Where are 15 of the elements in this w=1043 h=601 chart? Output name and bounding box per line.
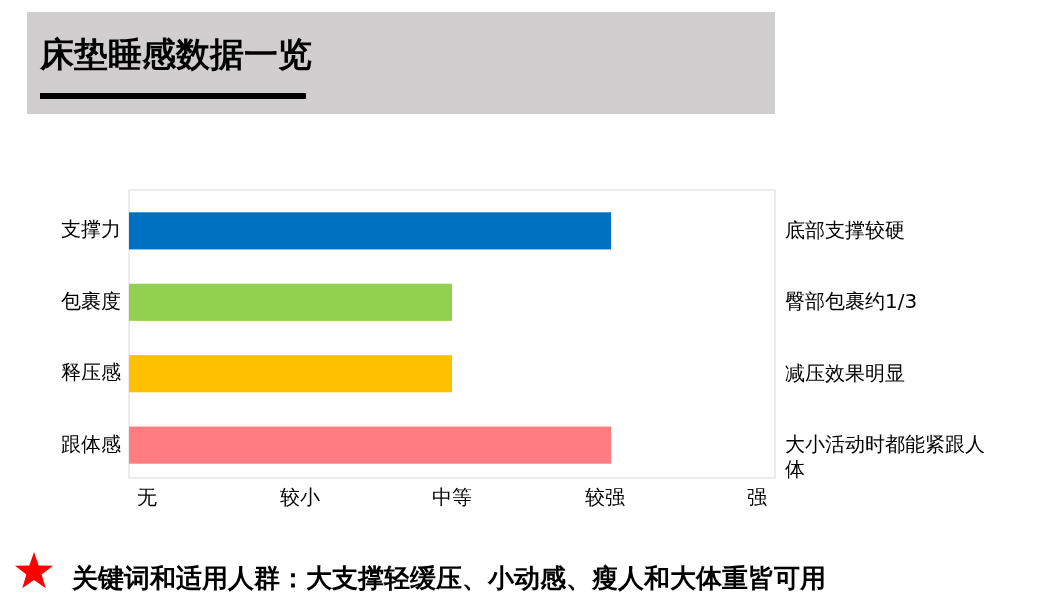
text: 底部支撑较硬	[785, 217, 905, 242]
text: 无	[137, 485, 157, 509]
text: 较强	[584, 485, 625, 509]
text: 臀部包裹约1/3	[785, 288, 918, 313]
text: 较小	[279, 485, 320, 509]
y-tick-label: 支撑力	[61, 217, 121, 242]
text: 中等	[432, 485, 472, 509]
text: 大小活动时都能紧跟人体	[785, 431, 985, 481]
text: 强	[747, 485, 767, 509]
y-tick-label: 释压感	[61, 360, 121, 385]
y-tick-label: 跟体感	[61, 431, 121, 456]
y-tick-label: 包裹度	[61, 288, 121, 313]
text: 关键词和适用人群：大支撑轻缓压、小动感、瘦人和大体重皆可用	[71, 563, 826, 593]
text: 减压效果明显	[785, 360, 905, 385]
chart-title: 床垫睡感数据一览	[39, 34, 312, 74]
